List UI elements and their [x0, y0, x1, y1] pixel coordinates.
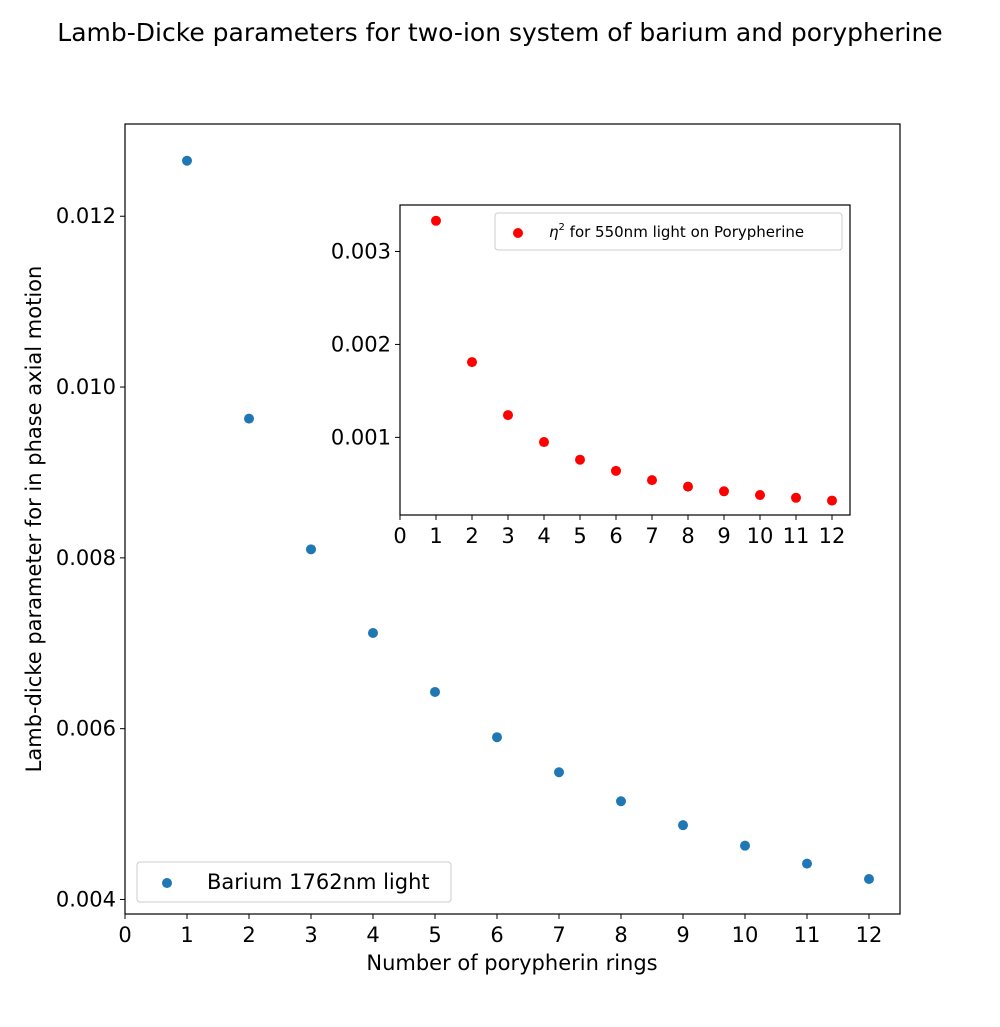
inset-y-tick-label: 0.003 [331, 239, 391, 263]
inset-x-tick-label: 1 [429, 524, 442, 548]
main-plot-frame [124, 123, 901, 915]
main-data-point [244, 413, 254, 424]
main-data-point [368, 628, 378, 639]
main-x-tick-label: 11 [794, 923, 821, 947]
main-legend-frame [136, 861, 452, 903]
inset-data-point [719, 486, 729, 497]
main-data-point [492, 732, 502, 743]
main-x-tick-label: 5 [428, 923, 441, 947]
inset-x-ticks: 0 1 2 3 4 5 6 7 8 9 10 11 12 [393, 515, 845, 548]
inset-x-tick-label: 10 [747, 524, 774, 548]
inset-x-tick-label: 0 [393, 524, 406, 548]
inset-x-tick-label: 12 [819, 524, 846, 548]
main-y-tick-label: 0.006 [56, 717, 116, 741]
figure-title: Lamb-Dicke parameters for two-ion system… [57, 18, 942, 47]
main-series-points [182, 155, 874, 884]
main-x-tick-label: 12 [856, 923, 883, 947]
inset-data-point [467, 357, 477, 368]
main-legend-marker [162, 878, 172, 888]
inset-legend-label: η2 for 550nm light on Porypherine [549, 222, 804, 241]
inset-data-point [647, 475, 657, 486]
inset-legend-frame [494, 212, 843, 251]
main-data-point [864, 873, 874, 884]
main-y-axis-label: Lamb-dicke parameter for in phase axial … [22, 266, 46, 773]
inset-data-point [827, 495, 837, 506]
main-y-tick-label: 0.004 [56, 887, 116, 911]
inset-y-ticks: 0.001 0.002 0.003 [331, 239, 400, 449]
main-data-point [802, 858, 812, 869]
inset-x-tick-label: 11 [783, 524, 810, 548]
inset-data-point [575, 454, 585, 465]
main-data-point [182, 155, 192, 166]
main-x-tick-label: 10 [732, 923, 759, 947]
main-y-ticks: 0.004 0.006 0.008 0.010 0.012 [56, 204, 125, 911]
main-legend-label: Barium 1762nm light [207, 870, 430, 894]
main-x-tick-label: 4 [366, 923, 379, 947]
main-x-tick-label: 2 [242, 923, 255, 947]
main-y-tick-label: 0.008 [56, 546, 116, 570]
inset-legend-marker [513, 228, 523, 238]
inset-data-point [791, 492, 801, 503]
inset-x-tick-label: 4 [537, 524, 550, 548]
main-x-tick-label: 3 [304, 923, 317, 947]
inset-data-point [503, 410, 513, 421]
inset-series-points [431, 215, 837, 506]
main-x-tick-label: 8 [614, 923, 627, 947]
main-legend: Barium 1762nm light [136, 861, 452, 903]
main-x-axis-label: Number of porypherin rings [366, 951, 657, 975]
inset-x-tick-label: 2 [465, 524, 478, 548]
inset-data-point [539, 437, 549, 448]
inset-x-tick-label: 3 [501, 524, 514, 548]
inset-data-point [611, 465, 621, 476]
inset-legend-symbol: η [549, 223, 559, 241]
main-data-point [306, 544, 316, 555]
inset-x-tick-label: 5 [573, 524, 586, 548]
inset-y-tick-label: 0.001 [331, 425, 391, 449]
inset-legend-superscript: 2 [559, 222, 565, 233]
inset-legend: η2 for 550nm light on Porypherine [494, 212, 843, 251]
main-data-point [430, 686, 440, 697]
inset-x-tick-label: 9 [717, 524, 730, 548]
main-data-point [740, 840, 750, 851]
main-chart: 0 1 2 3 4 5 6 7 8 9 10 11 12 0.0040.0060.0080.0100.0… [22, 123, 901, 975]
inset-x-tick-label: 6 [609, 524, 622, 548]
inset-data-point [755, 490, 765, 501]
inset-x-tick-label: 7 [645, 524, 658, 548]
inset-data-point [431, 215, 441, 226]
main-x-tick-label: 7 [552, 923, 565, 947]
main-x-tick-label: 1 [180, 923, 193, 947]
main-data-point [678, 820, 688, 831]
main-data-point [554, 767, 564, 778]
main-y-tick-label: 0.010 [56, 375, 116, 399]
inset-x-tick-label: 8 [681, 524, 694, 548]
inset-legend-rest: for 550nm light on Porypherine [565, 223, 804, 241]
main-x-tick-label: 9 [676, 923, 689, 947]
main-data-point [616, 796, 626, 807]
inset-data-point [683, 481, 693, 492]
main-x-tick-label: 0 [118, 923, 131, 947]
main-x-tick-label: 6 [490, 923, 503, 947]
inset-y-tick-label: 0.002 [331, 332, 391, 356]
main-x-ticks: 0 1 2 3 4 5 6 7 8 9 10 11 12 [118, 914, 882, 947]
main-y-tick-label: 0.012 [56, 204, 116, 228]
